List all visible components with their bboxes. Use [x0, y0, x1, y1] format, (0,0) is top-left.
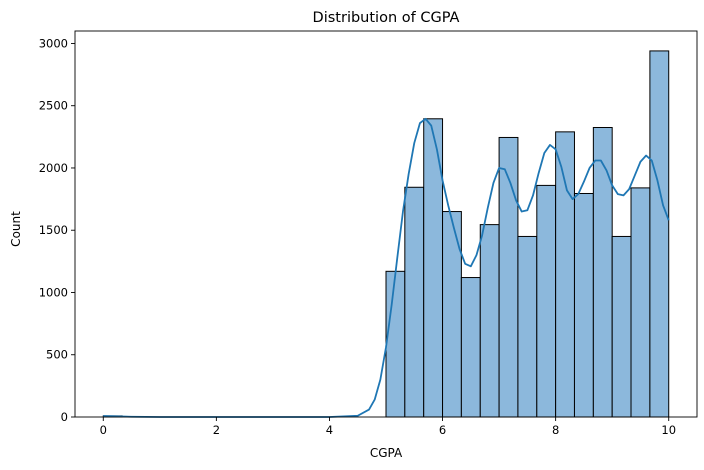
histogram-bar — [404, 186, 425, 418]
histogram-bar — [611, 235, 632, 418]
y-tick-label: 1000 — [39, 285, 68, 299]
y-tick-label: 500 — [46, 348, 68, 362]
histogram-bar — [517, 235, 538, 418]
histogram-bar — [460, 277, 481, 418]
x-axis-label: CGPA — [370, 446, 403, 460]
plot-frame — [74, 30, 698, 418]
y-tick-label: 2000 — [39, 161, 68, 175]
kde-curve — [103, 117, 670, 418]
x-tick-label: 10 — [661, 423, 676, 437]
chart-title: Distribution of CGPA — [313, 10, 460, 26]
x-axis-ticks: 0 2 4 6 8 10 — [100, 417, 676, 437]
x-tick-label: 0 — [100, 423, 107, 437]
histogram-bars — [102, 50, 670, 418]
y-tick-label: 0 — [61, 410, 68, 424]
histogram-bar — [649, 50, 670, 418]
x-tick-label: 8 — [552, 423, 559, 437]
histogram-bar — [479, 224, 500, 418]
x-tick-label: 2 — [213, 423, 220, 437]
histogram-bar — [573, 192, 594, 418]
histogram-bar — [630, 187, 651, 418]
y-axis-label: Count — [9, 211, 23, 247]
y-tick-label: 1500 — [39, 223, 68, 237]
x-tick-label: 6 — [439, 423, 446, 437]
histogram-bar — [555, 131, 575, 418]
y-axis-ticks: 0 500 1000 1500 2000 2500 3000 — [39, 36, 75, 424]
histogram-bar — [536, 184, 557, 418]
y-tick-label: 2500 — [39, 99, 68, 113]
histogram-bar — [592, 127, 613, 418]
histogram-bar — [385, 270, 406, 418]
y-tick-label: 3000 — [39, 36, 68, 50]
x-tick-label: 4 — [326, 423, 333, 437]
